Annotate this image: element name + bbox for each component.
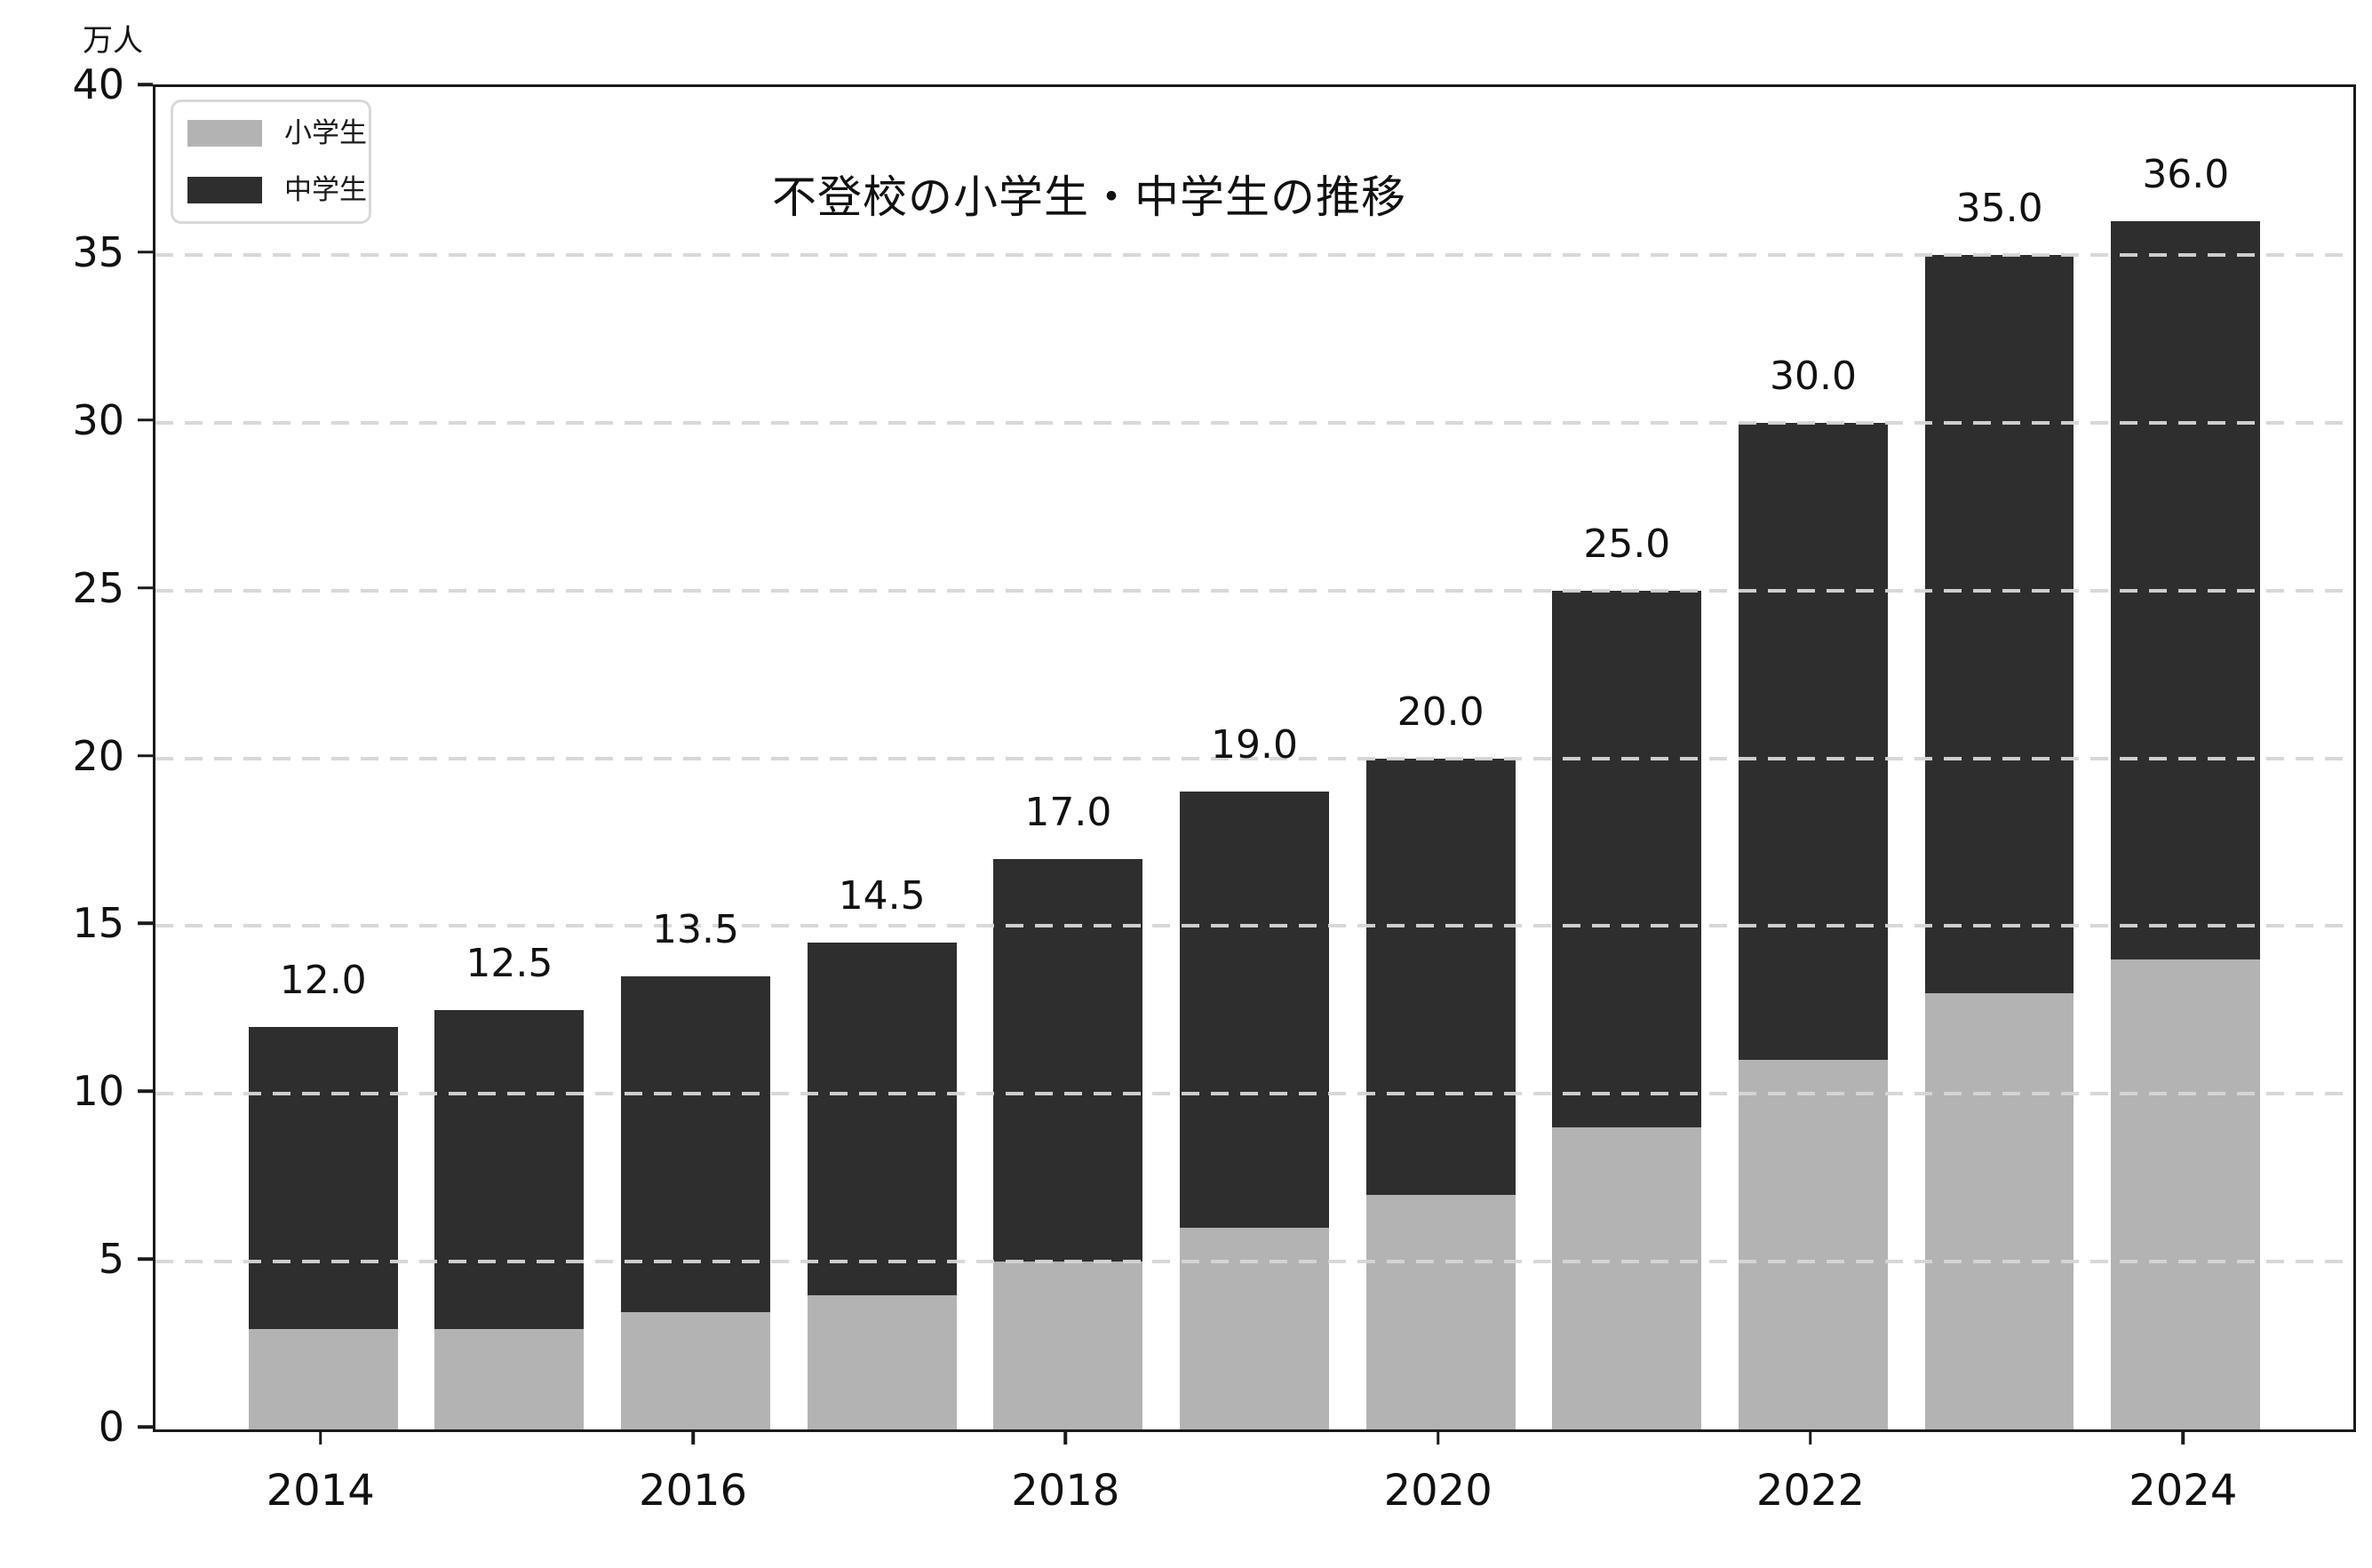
gridline-y30 xyxy=(155,420,2353,425)
x-tick-2024 xyxy=(2181,1429,2185,1445)
x-tick-label-2014: 2014 xyxy=(266,1466,375,1516)
gridline-y10 xyxy=(155,1092,2353,1096)
y-tick-25 xyxy=(138,585,153,590)
y-tick-35 xyxy=(138,251,153,254)
bar-2019-total-label: 19.0 xyxy=(1211,722,1298,768)
x-tick-label-2022: 2022 xyxy=(1755,1466,1866,1516)
bar-2021-elementary-segment xyxy=(1552,1127,1702,1429)
gridline-y35 xyxy=(155,252,2353,257)
bar-2020-total-label: 20.0 xyxy=(1397,688,1484,735)
x-tick-2020 xyxy=(1436,1429,1440,1445)
bar-2015-junior-high-segment xyxy=(434,1009,585,1329)
chart-title: 不登校の小学生・中学生の推移 xyxy=(772,171,1406,223)
y-tick-5 xyxy=(138,1257,153,1261)
x-tick-label-2020: 2020 xyxy=(1383,1466,1492,1516)
x-tick-label-2024: 2024 xyxy=(2129,1466,2238,1516)
x-tick-2014 xyxy=(318,1429,322,1445)
bar-2024-total-label: 36.0 xyxy=(2142,152,2230,198)
bar-2018-elementary-segment xyxy=(993,1262,1143,1429)
x-tick-label-2016: 2016 xyxy=(638,1466,748,1516)
gridline-y20 xyxy=(155,756,2353,760)
x-tick-2016 xyxy=(691,1429,695,1445)
y-tick-label-0: 0 xyxy=(98,1403,124,1451)
bar-2023-total-label: 35.0 xyxy=(1955,185,2043,231)
plot-area: 12.0 12.5 13.5 14.5 17.0 19.0 20.0 25.0 30.0 35.0… xyxy=(153,84,2356,1432)
legend-swatch-elementary-icon xyxy=(187,120,262,147)
bar-2017-total-label: 14.5 xyxy=(838,873,926,919)
bar-2015-elementary-segment xyxy=(434,1328,585,1429)
bar-2024-elementary-segment xyxy=(2111,959,2261,1429)
y-tick-10 xyxy=(138,1089,153,1093)
y-axis-unit-label: 万人 xyxy=(83,23,143,59)
bar-2018-total-label: 17.0 xyxy=(1024,789,1112,835)
y-tick-label-20: 20 xyxy=(72,731,124,780)
gridline-y5 xyxy=(155,1260,2353,1264)
bar-2014-elementary-segment xyxy=(248,1328,398,1429)
bar-2014-total-label: 12.0 xyxy=(279,957,367,1003)
gridlines-layer xyxy=(155,87,2353,1429)
x-tick-2018 xyxy=(1063,1429,1068,1445)
bar-2017-junior-high-segment xyxy=(807,943,957,1295)
bar-2021-junior-high-segment xyxy=(1552,590,1702,1128)
bar-2021-total-label: 25.0 xyxy=(1583,521,1671,567)
gridline-y15 xyxy=(155,924,2353,928)
y-tick-40 xyxy=(138,83,153,86)
y-tick-15 xyxy=(138,921,153,926)
legend-swatch-junior-high-icon xyxy=(187,177,262,203)
legend-label-junior-high: 中学生 xyxy=(284,173,367,206)
bar-2022-junior-high-segment xyxy=(1739,422,1888,1061)
y-tick-label-35: 35 xyxy=(72,227,124,276)
bar-2016-total-label: 13.5 xyxy=(652,907,739,953)
y-tick-label-15: 15 xyxy=(72,899,124,948)
bar-2023-junior-high-segment xyxy=(1924,254,2074,993)
bar-2019-junior-high-segment xyxy=(1180,792,1329,1229)
bars-layer xyxy=(155,87,2353,1429)
y-tick-0 xyxy=(138,1425,153,1429)
gridline-y25 xyxy=(155,588,2353,593)
y-tick-30 xyxy=(138,418,153,422)
legend-item-junior-high: 中学生 xyxy=(187,173,369,206)
x-tick-2022 xyxy=(1809,1429,1812,1445)
bar-2023-elementary-segment xyxy=(1924,992,2074,1429)
bar-2016-elementary-segment xyxy=(621,1311,770,1429)
bar-value-labels-layer: 12.0 12.5 13.5 14.5 17.0 19.0 20.0 25.0 30.0 35.0… xyxy=(155,87,2353,1429)
y-tick-label-40: 40 xyxy=(72,60,124,108)
bar-2014-junior-high-segment xyxy=(248,1026,398,1329)
y-tick-label-5: 5 xyxy=(98,1235,124,1284)
legend-label-elementary: 小学生 xyxy=(284,116,367,149)
bar-2017-elementary-segment xyxy=(807,1294,957,1429)
bar-2020-elementary-segment xyxy=(1365,1194,1516,1429)
y-tick-label-25: 25 xyxy=(72,563,124,612)
bar-2022-total-label: 30.0 xyxy=(1769,353,1857,399)
legend-item-elementary: 小学生 xyxy=(187,116,369,149)
y-tick-20 xyxy=(138,753,153,758)
bar-2022-elementary-segment xyxy=(1739,1060,1888,1429)
y-tick-label-30: 30 xyxy=(72,395,124,444)
legend: 小学生 中学生 xyxy=(171,99,371,224)
bar-2016-junior-high-segment xyxy=(621,976,770,1312)
bar-2015-total-label: 12.5 xyxy=(466,940,553,986)
y-tick-label-10: 10 xyxy=(72,1067,124,1116)
x-tick-label-2018: 2018 xyxy=(1011,1466,1120,1516)
bar-2020-junior-high-segment xyxy=(1365,758,1516,1195)
